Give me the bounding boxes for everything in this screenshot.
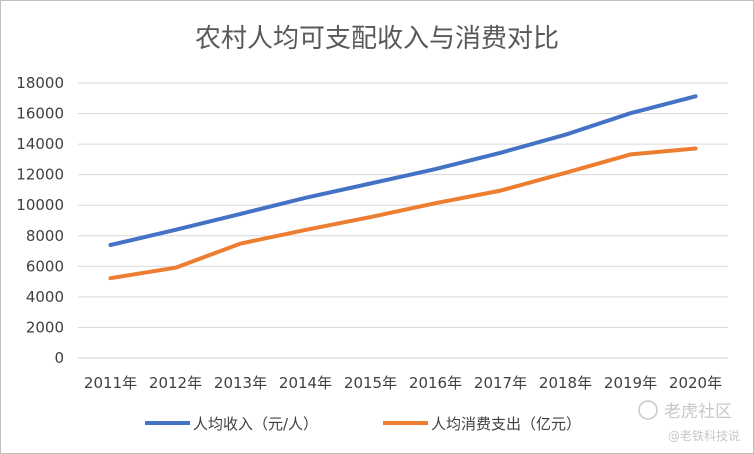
watermark-logo-icon [638,400,658,420]
legend-label-expense: 人均消费支出（亿元） [431,415,581,433]
x-tick-label: 2013年 [214,374,267,392]
x-tick-label: 2012年 [149,374,202,392]
legend-label-income: 人均收入（元/人） [193,415,318,433]
y-tick-label: 4000 [26,288,64,306]
y-tick-label: 8000 [26,227,64,245]
y-tick-label: 2000 [26,318,64,336]
gridlines [78,82,728,359]
x-tick-label: 2015年 [344,374,397,392]
y-tick-label: 16000 [16,105,64,123]
y-tick-label: 6000 [26,257,64,275]
watermark-line2: @老铁科技说 [668,428,740,443]
series-line-expense [108,146,698,281]
y-tick-label: 0 [54,349,64,367]
series-line-income [108,94,698,247]
x-tick-label: 2017年 [474,374,527,392]
x-tick-label: 2020年 [669,374,722,392]
x-tick-label: 2011年 [84,374,137,392]
x-axis-ticks: 2011年 2012年 2013年 2014年 2015年 2016年 2017年 2018年… [84,374,722,392]
y-tick-label: 18000 [16,74,64,92]
watermark: 老虎社区 @老铁科技说 [638,400,740,443]
x-tick-label: 2016年 [409,374,462,392]
x-tick-label: 2019年 [604,374,657,392]
y-tick-label: 12000 [16,166,64,184]
y-axis-ticks: 0 2000 4000 6000 8000 10000 12000 14000 16000 180… [16,74,64,367]
series-lines [108,94,698,281]
legend: 人均收入（元/人） 人均消费支出（亿元） [145,415,581,433]
x-tick-label: 2014年 [279,374,332,392]
watermark-line1: 老虎社区 [664,402,732,422]
chart-title: 农村人均可支配收入与消费对比 [195,24,559,54]
y-tick-label: 14000 [16,135,64,153]
x-tick-label: 2018年 [539,374,592,392]
y-tick-label: 10000 [16,196,64,214]
